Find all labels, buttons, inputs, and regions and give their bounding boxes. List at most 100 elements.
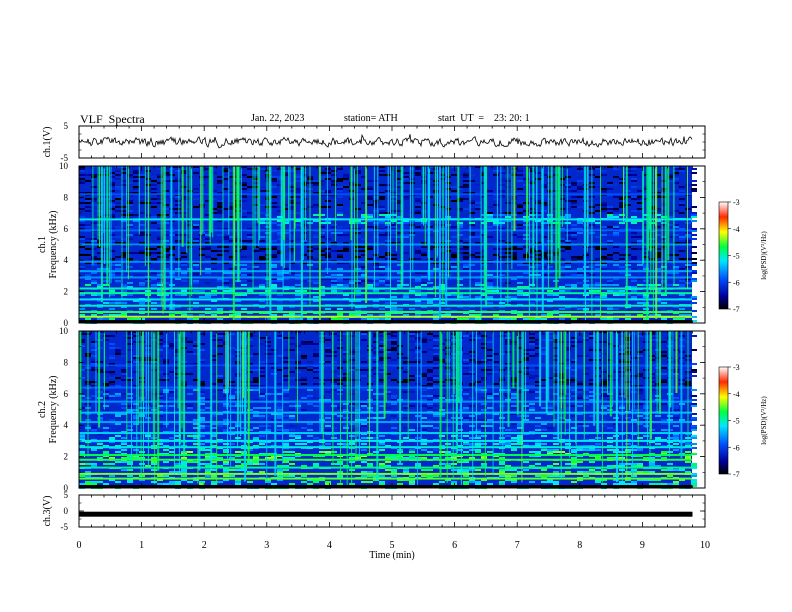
psd-cell [655, 256, 661, 258]
psd-cell [139, 202, 145, 204]
psd-cell [247, 425, 253, 427]
psd-cell [679, 318, 685, 320]
psd-cell [601, 190, 607, 192]
psd-cell [157, 282, 163, 284]
psd-cell [403, 294, 409, 296]
psd-cell [421, 425, 427, 427]
psd-cell [577, 395, 583, 397]
psd-cell [109, 186, 115, 188]
psd-cell [253, 381, 259, 383]
psd-cell [343, 166, 349, 168]
psd-cell [547, 198, 553, 200]
psd-cell [661, 373, 667, 375]
psd-cell [511, 423, 517, 425]
psd-cell [331, 389, 337, 391]
psd-cell [85, 242, 91, 244]
psd-cell [313, 192, 319, 194]
psd-cell [205, 198, 211, 200]
psd-cell [475, 236, 481, 238]
psd-cell [193, 238, 199, 240]
psd-cell [91, 345, 97, 347]
psd-cell [271, 178, 277, 180]
psd-cell [571, 393, 577, 395]
psd-cell [211, 339, 217, 341]
psd-cell [121, 369, 127, 371]
psd-cell [79, 423, 85, 425]
psd-cell [691, 270, 697, 272]
psd-cell [259, 294, 265, 296]
psd-cell [487, 341, 493, 343]
psd-cell [397, 280, 403, 282]
psd-cell [103, 198, 109, 200]
psd-cell [205, 176, 211, 178]
psd-cell [211, 250, 217, 252]
psd-cell [661, 236, 667, 238]
psd-cell [637, 284, 643, 286]
psd-cell [259, 192, 265, 194]
psd-cell [529, 278, 535, 280]
psd-cell [337, 206, 343, 208]
psd-cell [541, 423, 547, 425]
psd-cell [619, 268, 625, 270]
psd-cell [331, 242, 337, 244]
psd-cell [619, 198, 625, 200]
psd-cell [367, 188, 373, 190]
psd-cell [193, 290, 199, 292]
psd-cell [337, 274, 343, 276]
psd-cell [391, 226, 397, 228]
psd-cell [367, 437, 373, 439]
psd-cell [541, 357, 547, 359]
psd-cell [229, 381, 235, 383]
psd-cell [169, 347, 175, 349]
sferic-streak [484, 166, 486, 268]
psd-cell [487, 403, 493, 405]
psd-cell [649, 246, 655, 248]
psd-cell [301, 341, 307, 343]
psd-cell [199, 353, 205, 355]
psd-cell [607, 254, 613, 256]
psd-cell [211, 335, 217, 337]
psd-cell [481, 335, 487, 337]
psd-cell [247, 186, 253, 188]
psd-cell [277, 280, 283, 282]
psd-cell [529, 337, 535, 339]
psd-cell [691, 405, 697, 407]
psd-cell [439, 178, 445, 180]
psd-cell [271, 264, 277, 266]
psd-cell [283, 397, 289, 399]
psd-cell [391, 333, 397, 335]
psd-cell [373, 278, 379, 280]
psd-cell [379, 403, 385, 405]
psd-cell [619, 222, 625, 224]
psd-cell [649, 377, 655, 379]
psd-cell [415, 168, 421, 170]
psd-cell [553, 377, 559, 379]
psd-cell [583, 351, 589, 353]
psd-cell [91, 314, 97, 316]
psd-cell [163, 192, 169, 194]
psd-cell [559, 296, 565, 298]
psd-cell [355, 222, 361, 224]
psd-cell [433, 192, 439, 194]
psd-cell [277, 383, 283, 385]
psd-cell [223, 286, 229, 288]
psd-cell [217, 180, 223, 182]
psd-cell [337, 234, 343, 236]
psd-cell [433, 246, 439, 248]
psd-cell [283, 204, 289, 206]
psd-cell [529, 375, 535, 377]
psd-cell [499, 377, 505, 379]
psd-cell [691, 375, 697, 377]
psd-cell [679, 170, 685, 172]
psd-cell [127, 343, 133, 345]
psd-cell [583, 425, 589, 427]
psd-cell [691, 264, 697, 266]
psd-cell [115, 236, 121, 238]
psd-cell [217, 240, 223, 242]
psd-cell [295, 437, 301, 439]
psd-cell [163, 359, 169, 361]
psd-cell [271, 393, 277, 395]
psd-cell [223, 186, 229, 188]
psd-cell [361, 431, 367, 433]
psd-cell [577, 186, 583, 188]
